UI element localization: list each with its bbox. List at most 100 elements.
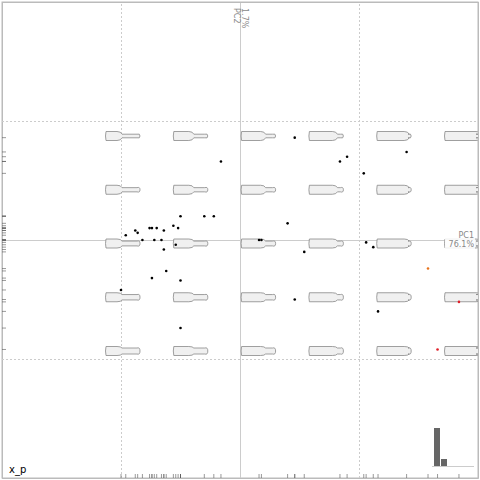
x-rug xyxy=(163,474,164,478)
scree-bar xyxy=(441,459,447,466)
point xyxy=(153,239,156,242)
bottle-glyph xyxy=(241,239,276,248)
y-rug xyxy=(2,270,6,271)
y-rug xyxy=(2,328,6,329)
point xyxy=(362,172,365,175)
x-rug xyxy=(178,474,179,478)
bottle-glyph xyxy=(445,239,479,248)
y-rug xyxy=(2,242,6,243)
x-rug xyxy=(180,474,181,478)
point xyxy=(179,215,182,218)
x-rug xyxy=(213,474,214,478)
point xyxy=(179,279,182,282)
bottle-glyph xyxy=(173,347,208,356)
y-rug xyxy=(2,349,6,350)
point xyxy=(286,222,289,225)
y-rug xyxy=(2,278,6,279)
point xyxy=(258,239,261,242)
x-rug xyxy=(347,474,348,478)
bottle-glyph xyxy=(309,132,344,141)
point xyxy=(458,301,461,304)
x-rug xyxy=(304,474,305,478)
bottle-glyph xyxy=(241,347,276,356)
x-rug xyxy=(166,474,167,478)
y-rug xyxy=(2,216,6,217)
point xyxy=(303,251,306,254)
y-rug xyxy=(2,289,6,290)
x-rug xyxy=(220,474,221,478)
point xyxy=(163,248,166,251)
point xyxy=(377,310,380,313)
y-rug xyxy=(2,268,6,269)
y-rug xyxy=(2,247,6,248)
bottle-glyph xyxy=(241,293,276,302)
point xyxy=(134,229,137,232)
x-rug xyxy=(161,474,162,478)
x-rug xyxy=(378,474,379,478)
x-axis-label: 76.1% xyxy=(449,240,475,249)
x-rug xyxy=(142,474,143,478)
y-grid xyxy=(2,3,478,479)
bottle-glyph xyxy=(106,347,141,356)
point xyxy=(163,229,166,232)
bottle-glyph xyxy=(377,239,412,248)
point xyxy=(372,246,375,249)
bottle-glyph xyxy=(309,293,344,302)
bottle-glyph xyxy=(445,293,479,302)
point xyxy=(220,160,223,163)
point xyxy=(405,151,408,154)
x-rug xyxy=(294,474,295,478)
y-rug xyxy=(2,240,6,241)
x-rug xyxy=(163,474,164,478)
bottle-glyph xyxy=(377,293,412,302)
bottle-glyph xyxy=(173,132,208,141)
y-rug xyxy=(2,235,6,236)
point xyxy=(293,136,296,139)
x-rug xyxy=(149,474,150,478)
point xyxy=(365,241,368,244)
x-grid xyxy=(3,2,479,479)
x-rug xyxy=(180,474,181,478)
plot-area xyxy=(2,132,478,479)
point xyxy=(136,232,139,235)
x-axis-line xyxy=(3,2,479,479)
x-rug xyxy=(259,474,260,478)
bottle-glyph xyxy=(377,185,412,194)
scree-bar xyxy=(434,428,440,466)
x-rug xyxy=(406,474,407,478)
point xyxy=(179,327,182,330)
x-axis-label: PC1 xyxy=(459,231,475,240)
y-rug xyxy=(2,161,6,162)
y-rug xyxy=(2,249,6,250)
y-rug xyxy=(2,228,6,229)
point xyxy=(165,270,168,273)
y-rug xyxy=(2,301,6,302)
y-rug xyxy=(2,173,6,174)
x-rug xyxy=(458,474,459,478)
x-rug xyxy=(261,474,262,478)
x-rug xyxy=(366,474,367,478)
y-rug xyxy=(2,225,6,226)
point xyxy=(203,215,206,218)
y-axis-label: 1.7% xyxy=(240,8,249,29)
point xyxy=(151,227,154,230)
y-rug xyxy=(2,161,6,162)
y-rug xyxy=(2,137,6,138)
y-rug xyxy=(2,280,6,281)
bottle-glyph xyxy=(445,185,479,194)
bottle-glyph xyxy=(106,185,141,194)
bottle-glyph xyxy=(106,132,141,141)
bottle-glyph xyxy=(241,132,276,141)
y-rug xyxy=(2,230,6,231)
x-axis-label-group: PC176.1% xyxy=(445,230,475,250)
y-rug xyxy=(2,216,6,217)
bottle-glyph xyxy=(309,347,344,356)
y-axis-label: PC2 xyxy=(232,8,241,24)
x-rug xyxy=(180,474,181,478)
point xyxy=(155,227,158,230)
y-rug xyxy=(2,228,6,229)
point xyxy=(160,239,163,242)
x-rug xyxy=(363,474,364,478)
bottle-glyph xyxy=(377,132,412,141)
plot-frame xyxy=(2,2,478,478)
